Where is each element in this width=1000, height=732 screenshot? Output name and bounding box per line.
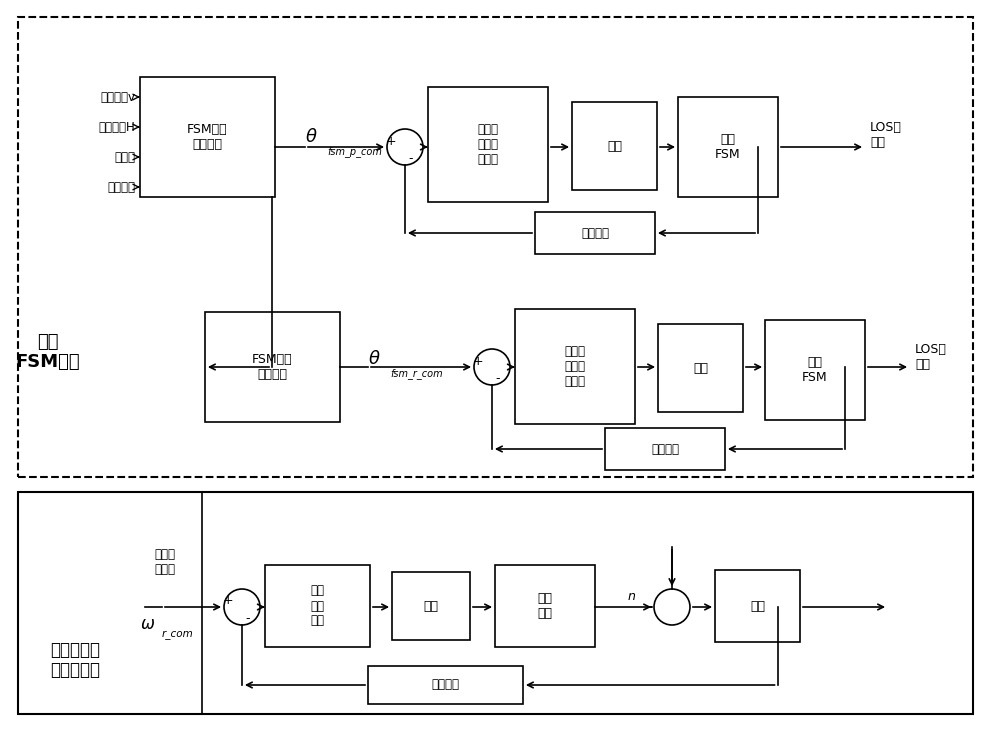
- FancyBboxPatch shape: [658, 324, 743, 412]
- FancyBboxPatch shape: [572, 102, 657, 190]
- Text: 功放: 功放: [423, 600, 438, 613]
- FancyBboxPatch shape: [392, 572, 470, 640]
- Text: 驱动: 驱动: [693, 362, 708, 375]
- Text: 反射镜
俯仰方
向校正: 反射镜 俯仰方 向校正: [478, 123, 498, 166]
- Circle shape: [654, 589, 690, 625]
- Text: +: +: [223, 594, 233, 608]
- Text: -: -: [409, 152, 413, 165]
- Text: 横滚陀螺: 横滚陀螺: [432, 679, 460, 692]
- Text: 驱动: 驱动: [607, 140, 622, 152]
- Text: 飞行速度v: 飞行速度v: [100, 91, 135, 103]
- Text: FSM俯仰
指令合成: FSM俯仰 指令合成: [187, 123, 228, 151]
- Text: 位置反馈: 位置反馈: [651, 443, 679, 455]
- FancyBboxPatch shape: [765, 320, 865, 420]
- FancyBboxPatch shape: [715, 570, 800, 642]
- Text: LOS俯
仰向: LOS俯 仰向: [870, 121, 902, 149]
- Circle shape: [387, 129, 423, 165]
- FancyBboxPatch shape: [265, 565, 370, 647]
- Text: n: n: [628, 591, 636, 603]
- FancyBboxPatch shape: [428, 87, 548, 202]
- Text: +: +: [386, 135, 396, 148]
- Text: 反射镜
横滚方
向校正: 反射镜 横滚方 向校正: [564, 345, 586, 388]
- Text: 飞行高度H: 飞行高度H: [98, 121, 135, 133]
- Text: fsm_p_com: fsm_p_com: [327, 146, 382, 157]
- Text: 姿态角: 姿态角: [114, 151, 135, 163]
- FancyBboxPatch shape: [368, 666, 523, 704]
- Circle shape: [224, 589, 260, 625]
- Text: 俯仰
FSM: 俯仰 FSM: [715, 133, 741, 161]
- Text: LOS横
滚向: LOS横 滚向: [915, 343, 947, 371]
- Text: 二维
FSM控制: 二维 FSM控制: [16, 332, 80, 371]
- Text: 负载: 负载: [750, 600, 765, 613]
- FancyBboxPatch shape: [535, 212, 655, 254]
- Text: 横滚
FSM: 横滚 FSM: [802, 356, 828, 384]
- Text: 横滚
电机: 横滚 电机: [538, 592, 552, 620]
- Text: 位置反馈: 位置反馈: [581, 226, 609, 239]
- Text: +: +: [473, 354, 483, 367]
- Text: 横滚
速度
校正: 横滚 速度 校正: [310, 584, 324, 627]
- Circle shape: [474, 349, 510, 385]
- FancyBboxPatch shape: [515, 309, 635, 424]
- Text: 俯仰陀螺: 俯仰陀螺: [107, 181, 135, 193]
- Text: -: -: [246, 613, 250, 626]
- Text: $\theta$: $\theta$: [368, 350, 381, 368]
- Text: r_com: r_com: [162, 629, 194, 639]
- FancyBboxPatch shape: [678, 97, 778, 197]
- Text: $\theta$: $\theta$: [305, 128, 318, 146]
- Text: FSM横滚
指令合成: FSM横滚 指令合成: [252, 353, 293, 381]
- FancyBboxPatch shape: [140, 77, 275, 197]
- FancyBboxPatch shape: [495, 565, 595, 647]
- Text: -: -: [496, 373, 500, 386]
- Text: $\omega$: $\omega$: [140, 615, 155, 633]
- FancyBboxPatch shape: [205, 312, 340, 422]
- Text: fsm_r_com: fsm_r_com: [390, 368, 443, 379]
- Text: 扫描速
率指令: 扫描速 率指令: [154, 548, 176, 576]
- FancyBboxPatch shape: [605, 428, 725, 470]
- Text: 一维扫描稳
定平台控制: 一维扫描稳 定平台控制: [50, 640, 100, 679]
